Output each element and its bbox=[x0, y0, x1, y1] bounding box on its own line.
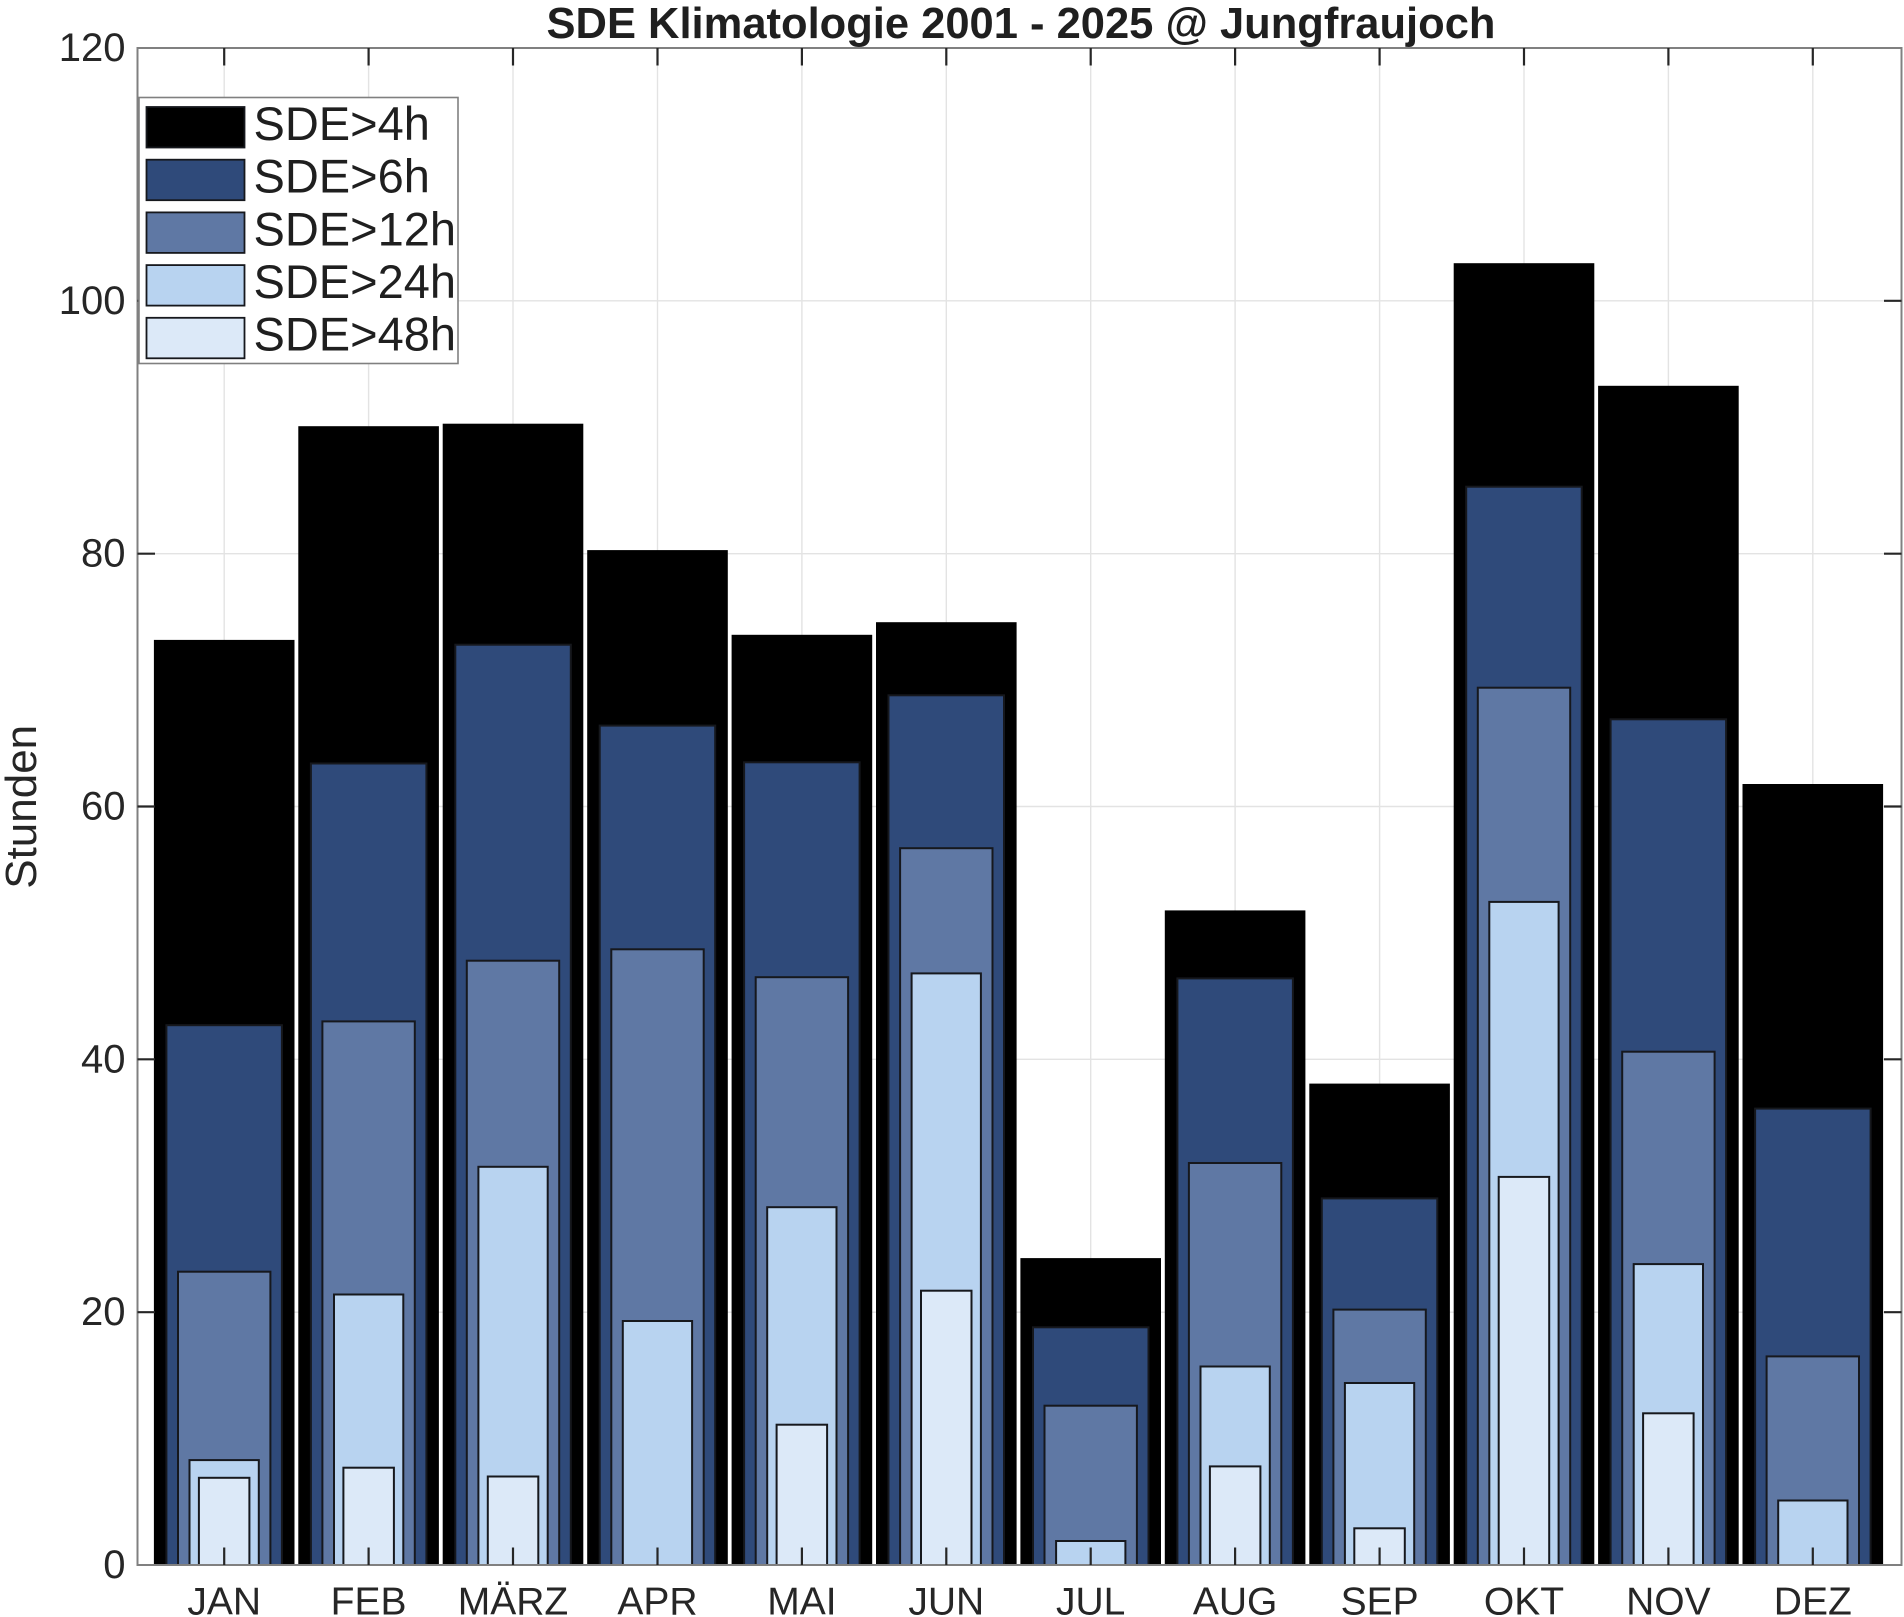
svg-text:SEP: SEP bbox=[1341, 1581, 1419, 1617]
svg-text:SDE Klimatologie 2001 - 2025 @: SDE Klimatologie 2001 - 2025 @ Jungfrauj… bbox=[547, 0, 1496, 48]
svg-text:40: 40 bbox=[81, 1037, 126, 1081]
svg-text:MÄRZ: MÄRZ bbox=[458, 1581, 569, 1617]
svg-text:SDE>4h: SDE>4h bbox=[254, 97, 430, 150]
svg-text:OKT: OKT bbox=[1484, 1581, 1564, 1617]
svg-text:SDE>48h: SDE>48h bbox=[254, 308, 457, 361]
svg-text:SDE>24h: SDE>24h bbox=[254, 255, 457, 308]
svg-text:120: 120 bbox=[59, 26, 126, 70]
svg-text:MAI: MAI bbox=[767, 1581, 836, 1617]
svg-text:100: 100 bbox=[59, 279, 126, 323]
svg-text:Stunden: Stunden bbox=[0, 725, 46, 889]
svg-text:FEB: FEB bbox=[331, 1581, 407, 1617]
svg-text:APR: APR bbox=[617, 1581, 697, 1617]
svg-text:SDE>6h: SDE>6h bbox=[254, 150, 430, 203]
svg-text:DEZ: DEZ bbox=[1774, 1581, 1852, 1617]
svg-text:AUG: AUG bbox=[1193, 1581, 1278, 1617]
svg-text:60: 60 bbox=[81, 785, 126, 829]
svg-text:JUL: JUL bbox=[1056, 1581, 1125, 1617]
svg-text:JUN: JUN bbox=[908, 1581, 984, 1617]
svg-text:JAN: JAN bbox=[187, 1581, 261, 1617]
svg-text:20: 20 bbox=[81, 1290, 126, 1334]
svg-text:80: 80 bbox=[81, 532, 126, 576]
svg-text:NOV: NOV bbox=[1626, 1581, 1711, 1617]
svg-text:SDE>12h: SDE>12h bbox=[254, 202, 457, 255]
svg-text:0: 0 bbox=[103, 1543, 125, 1587]
